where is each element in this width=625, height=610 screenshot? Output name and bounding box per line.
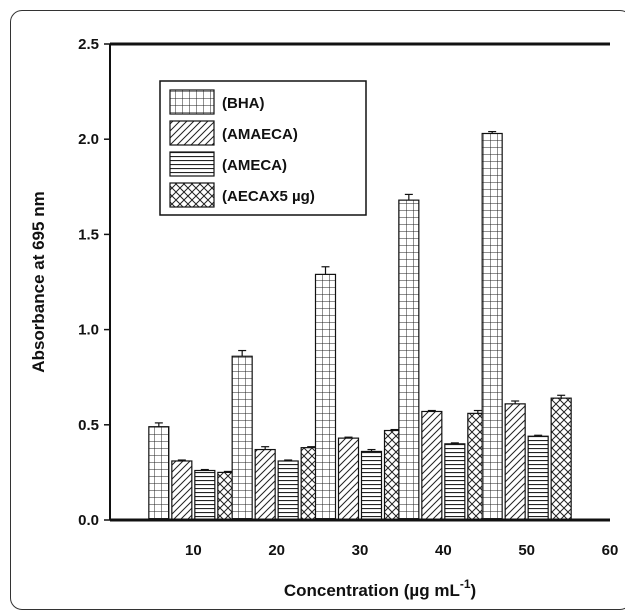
legend-label: (AMECA)	[222, 157, 287, 174]
bar-diagonal-30	[337, 437, 360, 521]
y-tick-label: 0.5	[78, 417, 99, 434]
bar-diagonal-40	[421, 410, 443, 521]
x-tick-label: 20	[268, 542, 285, 559]
x-tick-label: 10	[185, 542, 202, 559]
x-tick-label: 50	[518, 542, 535, 559]
y-axis-title: Absorbance at 695 nm	[29, 191, 48, 372]
y-axis-ticks: 0.0 0.5 1.0 1.5 2.0 2.5	[78, 36, 110, 529]
x-axis-ticks: 10 20 30 40 50 60	[185, 542, 618, 559]
bar-crosshatch-50	[550, 397, 572, 521]
bar-diagonal-20	[254, 448, 276, 521]
bars-group	[148, 130, 572, 521]
x-axis-title-main: Concentration (	[284, 581, 410, 600]
bar-diagonal-10	[171, 460, 193, 521]
x-tick-label: 40	[435, 542, 452, 559]
x-tick-label: 60	[602, 542, 619, 559]
bar-horizontal-40	[444, 443, 466, 521]
x-axis-title-close: )	[471, 581, 477, 600]
bar-grid-30	[314, 273, 337, 521]
bar-horizontal-20	[277, 460, 299, 521]
legend-swatch-horizontal	[169, 151, 215, 177]
bar-grid-20	[231, 355, 253, 521]
legend-label: (AMAECA)	[222, 126, 298, 143]
legend-swatch-diagonal	[169, 120, 215, 146]
y-tick-label: 1.0	[78, 322, 99, 339]
bar-horizontal-50	[527, 435, 549, 521]
legend-label: (AECAX5 µg)	[222, 188, 315, 205]
bar-grid-10	[148, 426, 170, 521]
x-axis-title: Concentration (µg mL-1)	[284, 577, 476, 600]
legend-swatch-grid	[169, 89, 215, 115]
bar-grid-50	[481, 132, 503, 521]
y-tick-label: 2.5	[78, 36, 99, 53]
y-tick-label: 2.0	[78, 131, 99, 148]
x-axis-title-superscript: -1	[460, 577, 471, 591]
bar-diagonal-50	[504, 403, 526, 521]
legend: (BHA) (AMAECA) (AMECA) (AECAX5 µg)	[159, 80, 367, 216]
bar-horizontal-10	[194, 469, 216, 521]
y-tick-label: 1.5	[78, 226, 99, 243]
bar-grid-40	[398, 199, 420, 521]
legend-label: (BHA)	[222, 95, 265, 112]
x-tick-label: 30	[352, 542, 369, 559]
x-axis-title-unit: µg mL	[409, 581, 459, 600]
legend-swatch-crosshatch	[169, 182, 215, 208]
y-tick-label: 0.0	[78, 512, 99, 529]
bar-horizontal-30	[360, 450, 383, 521]
